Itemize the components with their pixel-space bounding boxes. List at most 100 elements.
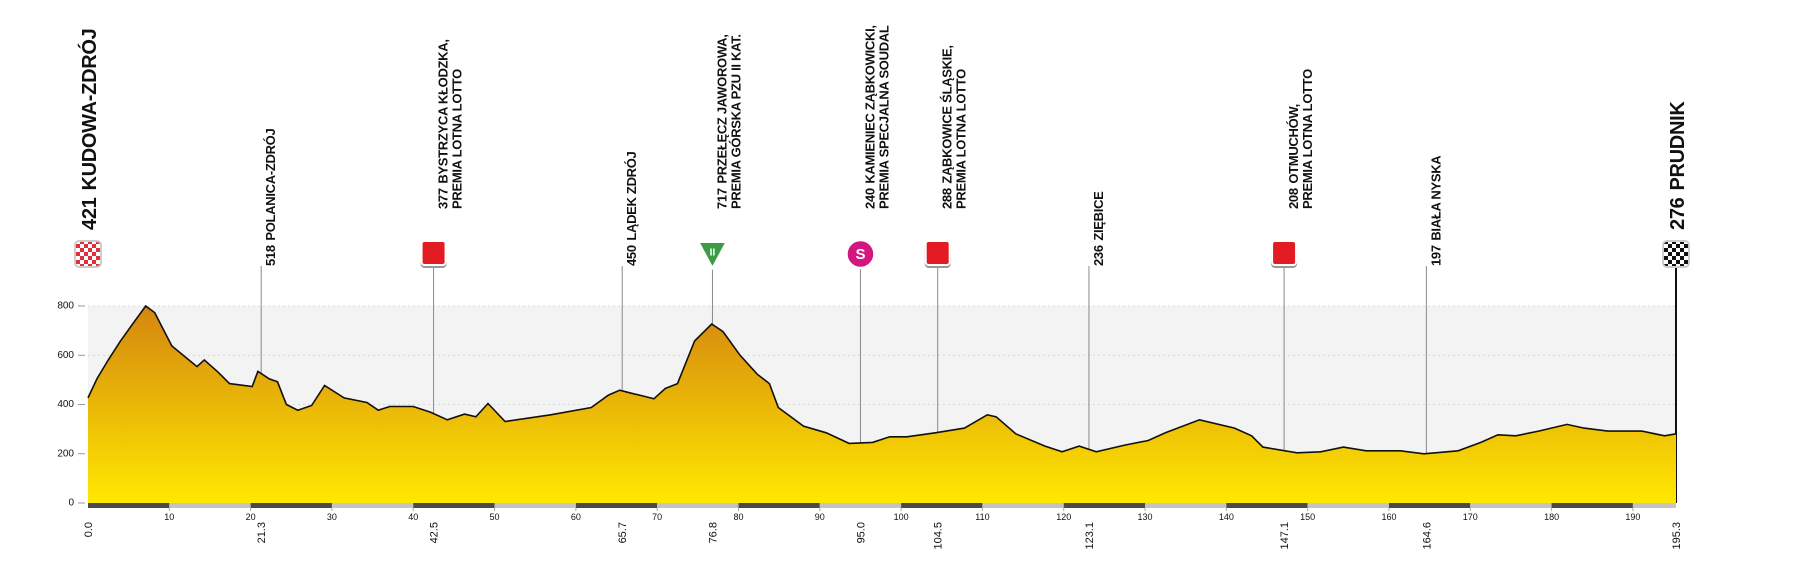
elevation-line [87,304,1677,455]
x-tick-label: 30 [327,512,337,522]
waypoint-name: KUDOWA-ZDRÓJ [77,29,101,191]
x-tick-label: 180 [1544,512,1559,522]
y-tick-label: 400 [57,399,74,410]
waypoint-label: 377 BYSTRZYCA KŁODZKA, [436,39,451,209]
y-tick-label: 800 [57,301,74,312]
elevation-area [88,306,1676,503]
waypoint-name: OTMUCHÓW, [1286,104,1301,184]
marker-sprint [420,240,447,266]
distance-bar-segment [819,503,902,508]
waypoint-km: 195.3 [1671,522,1683,550]
x-tick-label: 190 [1625,512,1640,522]
waypoint-label: 717 PRZEŁĘCZ JAWOROWA, [714,34,729,209]
distance-bar-segment [413,503,495,508]
x-tick-label: 50 [490,512,500,522]
waypoint-km: 0.0 [83,522,95,537]
distance-bar-segment [901,503,983,508]
waypoint-km: 95.0 [855,522,867,543]
waypoint-note: PREMIA SPECJALNA SOUDAL [876,25,891,209]
x-tick-label: 150 [1300,512,1315,522]
waypoint-name: KAMIENIEC ZĄBKOWICKI, [862,25,877,183]
waypoint-name: PRUDNIK [1667,101,1689,191]
waypoint-label: 197 BIAŁA NYSKA [1428,155,1443,266]
distance-bar-segment [88,503,170,508]
marker-mountain [696,241,729,271]
waypoint-elevation: 518 [263,245,278,266]
waypoint-label: 276 PRUDNIK [1667,101,1689,230]
waypoint-note: PREMIA LOTNA LOTTO [1300,69,1315,209]
x-tick-label: 140 [1219,512,1234,522]
distance-bar-segment [1470,503,1552,508]
distance-bar-segment [494,503,576,508]
waypoint-elevation: 197 [1428,245,1443,266]
distance-bar-segment [169,503,251,508]
waypoint-label: 288 ZĄBKOWICE ŚLĄSKIE, [940,45,955,209]
marker-sprint [924,240,951,266]
x-tick-label: 170 [1463,512,1478,522]
waypoint-label: 450 LĄDEK ZDRÓJ [624,151,639,266]
waypoint-name: PRZEŁĘCZ JAWOROWA, [714,34,729,183]
waypoint-elevation: 208 [1286,188,1301,209]
x-tick-label: 130 [1138,512,1153,522]
waypoint-name: ZĄBKOWICE ŚLĄSKIE, [940,45,955,183]
x-tick-label: 90 [815,512,825,522]
waypoint-note: PREMIA LOTNA LOTTO [450,69,465,209]
waypoint-note: PREMIA LOTNA LOTTO [954,69,969,209]
marker-start [74,240,102,268]
x-tick-label: 60 [571,512,581,522]
marker-finish [1662,240,1690,268]
distance-bar-segment [1063,503,1146,508]
marker-sprint [1271,240,1298,266]
waypoint-name: ZIĘBICE [1091,191,1106,241]
waypoint-km: 65.7 [617,522,629,543]
waypoint-elevation: 717 [714,188,729,209]
y-tick-label: 600 [57,350,74,361]
distance-bar-segment [1551,503,1633,508]
y-tick-label: 200 [57,448,74,459]
waypoint-elevation: 236 [1091,245,1106,266]
x-tick-label: 100 [894,512,909,522]
waypoint-name: BYSTRZYCA KŁODZKA, [436,39,451,183]
waypoint-name: BIAŁA NYSKA [1428,155,1443,241]
distance-bar-segment [982,503,1064,508]
waypoint-elevation: 276 [1667,197,1689,230]
distance-bar-segment [738,503,820,508]
waypoint-label: 208 OTMUCHÓW, [1286,104,1301,209]
distance-bar-segment [1632,503,1676,508]
waypoint-km: 76.8 [707,522,719,543]
x-tick-label: 120 [1056,512,1071,522]
distance-bar-segment [575,503,658,508]
distance-bar-segment [657,503,739,508]
distance-bar-segment [250,503,332,508]
waypoint-label: 518 POLANICA-ZDRÓJ [263,129,278,266]
waypoint-km: 104.5 [933,522,945,550]
x-tick-label: 40 [408,512,418,522]
distance-bar-segment [1388,503,1471,508]
waypoint-elevation: 240 [862,188,877,209]
y-tick-label: 0 [68,498,74,509]
x-tick-label: 10 [164,512,174,522]
marker-special [845,238,876,270]
distance-bar-segment [1145,503,1227,508]
x-tick-label: 80 [733,512,743,522]
distance-bar-segment [1307,503,1389,508]
waypoint-km: 147.1 [1279,522,1291,550]
waypoint-label: 421 KUDOWA-ZDRÓJ [77,29,101,230]
waypoint-note: PREMIA GÓRSKA PZU II KAT. [728,34,743,209]
waypoint-km: 42.5 [429,522,441,543]
marker-label: S [855,246,865,263]
waypoint-elevation: 377 [436,188,451,209]
waypoint-elevation: 450 [624,245,639,266]
waypoint-km: 123.1 [1084,522,1096,550]
waypoint-km: 164.6 [1421,522,1433,550]
distance-bar-segment [331,503,414,508]
waypoint-km: 21.3 [256,522,268,543]
waypoint-name: POLANICA-ZDRÓJ [263,129,278,241]
x-tick-label: 160 [1381,512,1396,522]
waypoint-name: LĄDEK ZDRÓJ [624,151,639,240]
marker-label: II [710,248,716,259]
waypoint-elevation: 421 [79,197,101,230]
x-tick-label: 70 [652,512,662,522]
waypoint-elevation: 288 [940,188,955,209]
